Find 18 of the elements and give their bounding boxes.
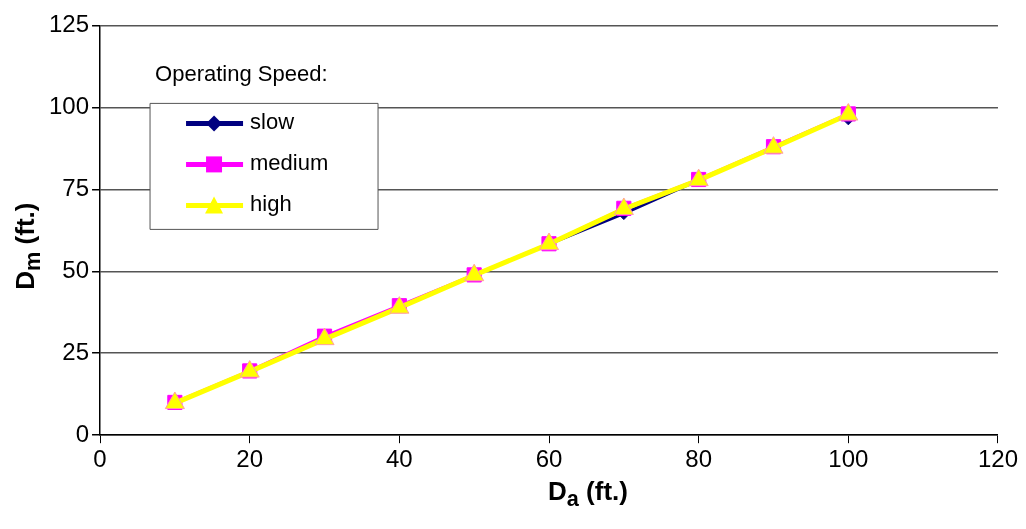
y-tick-label: 125 — [49, 10, 90, 38]
y-tick-label: 50 — [62, 255, 90, 283]
y-tick-label: 100 — [49, 91, 90, 119]
x-tick-label: 20 — [236, 445, 264, 473]
legend-title: Operating Speed: — [155, 61, 328, 87]
x-tick-label: 80 — [685, 445, 713, 473]
y-tick-label: 75 — [62, 173, 90, 201]
x-tick-label: 40 — [386, 445, 413, 473]
x-tick-label: 0 — [93, 445, 107, 473]
legend-label: high — [250, 191, 292, 217]
y-tick-label: 0 — [75, 419, 90, 447]
x-tick-label: 60 — [535, 445, 563, 473]
x-tick-label: 100 — [828, 445, 869, 473]
y-tick-label: 25 — [62, 337, 90, 365]
legend-label: slow — [250, 109, 295, 135]
legend-label: medium — [250, 150, 329, 176]
x-axis-title: D$_{a}$ (ft.) — [547, 476, 629, 513]
x-tick-label: 120 — [977, 445, 1018, 473]
